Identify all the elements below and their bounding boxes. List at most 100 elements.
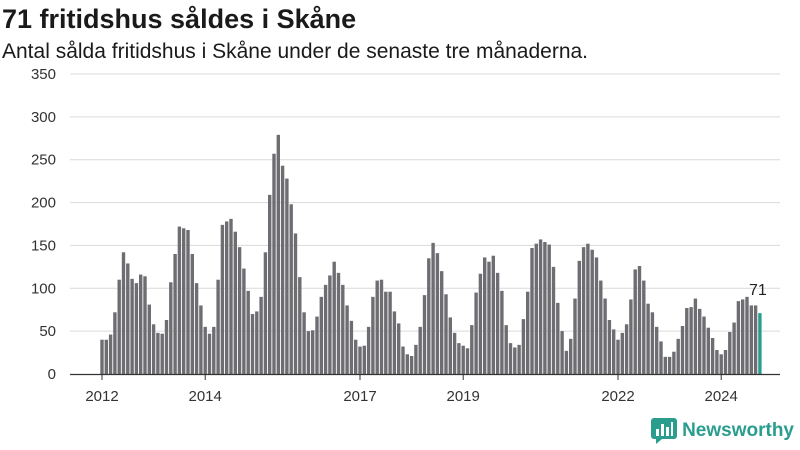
bar [538,239,543,374]
bar [723,350,728,374]
y-tick-label: 100 [31,280,56,297]
bar [702,316,706,374]
bar [177,226,182,374]
bar [440,271,444,374]
bar [495,272,500,374]
bar [113,312,117,374]
bar [285,178,289,374]
bar [461,345,465,374]
bar [272,153,276,374]
bar [483,257,487,374]
bar [728,332,732,374]
bar [349,320,354,374]
bar [581,247,586,374]
bar [151,324,156,374]
bar [633,269,637,374]
bar [487,261,491,374]
bars [100,134,762,374]
bar [547,244,551,374]
bar [358,346,362,374]
bar [474,292,478,374]
bar [749,305,753,374]
bar [341,284,345,374]
bar [504,325,508,374]
chart-subtitle: Antal sålda fritidshus i Skåne under de … [2,40,589,63]
bar [276,134,280,374]
bar [418,326,422,374]
bar [388,291,392,374]
bar [431,242,435,374]
bar [169,282,173,374]
bar [379,279,384,374]
bar [620,332,624,374]
bar [629,299,633,374]
bar [164,320,169,374]
bar [517,344,521,374]
bar [173,254,177,374]
y-tick-label: 350 [31,66,56,83]
bar [186,230,190,374]
brand-name: Newsworthy [682,420,794,441]
bar [715,350,719,374]
bar [100,339,104,374]
bar [646,303,650,374]
bar [319,296,323,374]
bar [719,354,723,374]
bar [139,274,143,374]
bar [250,314,255,374]
bar [207,333,212,374]
x-axis: 2012 2014 2017 2019 2022 2024 [70,373,780,405]
x-tick-label: 2017 [343,388,376,405]
bar [530,248,534,374]
bar [392,311,397,374]
bar [147,304,151,374]
bar [375,280,379,374]
y-tick-label: 150 [31,237,56,254]
bar [491,255,495,374]
bar [336,272,341,374]
bar [190,254,194,374]
bar [741,299,745,374]
bar [242,268,246,374]
bar [203,326,207,374]
bar [732,322,736,374]
bar [194,283,199,374]
bar [508,343,513,374]
bar-chart-logo-icon [651,418,678,444]
bar [134,283,139,374]
bar-latest [758,313,762,374]
bar [745,296,749,374]
bar [280,165,285,374]
chart-title: 71 fritidshus såldes i Skåne [2,4,357,34]
bar [603,298,607,374]
y-tick-label: 50 [39,323,56,340]
bar [465,348,470,374]
bar [526,291,530,374]
bar [108,334,113,374]
x-tick-label: 2012 [85,388,118,405]
bar [452,332,457,374]
bar [366,326,371,374]
y-tick-label: 250 [31,152,56,169]
bar [607,320,612,374]
bar [345,305,349,374]
bar [121,252,126,374]
bar [255,311,259,374]
bar [199,305,203,374]
bar [435,253,440,374]
bar [685,308,689,374]
annotations: 71 [749,282,767,299]
bar [220,224,225,374]
bar [298,277,302,374]
bar [612,329,616,374]
bar [663,356,667,374]
bar [753,305,758,374]
x-tick-label: 2019 [447,388,480,405]
bar [513,347,517,374]
bar [680,326,685,374]
bar [246,290,250,374]
bar [143,276,147,374]
bar [130,278,134,374]
bar [569,338,573,374]
bar [594,257,599,374]
